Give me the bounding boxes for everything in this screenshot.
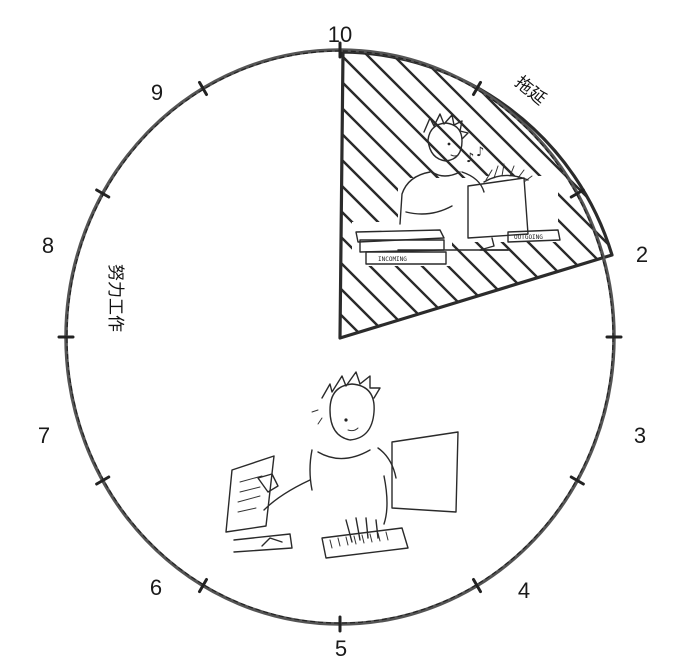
hour-label-8: 8	[42, 233, 54, 258]
hour-tick	[95, 188, 111, 199]
hard-work-label: 努力工作	[105, 264, 125, 332]
procrastinating-worker-illustration: ♪ ♪ INCOMING OUTGOING	[352, 113, 561, 266]
hour-label-4: 4	[518, 578, 530, 603]
hatch-line	[340, 52, 420, 338]
procrastination-slice	[338, 40, 690, 340]
hour-tick	[198, 80, 208, 97]
hour-tick	[569, 475, 585, 486]
hatch-line	[340, 52, 498, 338]
hour-label-6: 6	[150, 575, 162, 600]
hour-label-10: 10	[328, 22, 352, 47]
hatch-line	[340, 52, 524, 338]
hour-tick	[569, 188, 585, 199]
hard-working-person-illustration	[225, 371, 459, 559]
hatch-line	[340, 52, 342, 338]
hour-label-2: 2	[636, 242, 648, 267]
hatch-pattern	[340, 40, 690, 340]
hour-tick	[95, 475, 111, 486]
hatch-line	[340, 52, 472, 338]
incoming-box-label: INCOMING	[378, 256, 407, 263]
hour-label-5: 5	[335, 636, 347, 661]
hatch-line	[610, 52, 612, 338]
hour-label-3: 3	[634, 423, 646, 448]
hour-ticks	[57, 41, 623, 633]
svg-text:♪: ♪	[466, 151, 474, 166]
hour-tick	[472, 577, 482, 594]
hour-tick	[472, 80, 482, 97]
hatch-line	[664, 40, 690, 340]
hour-label-9: 9	[151, 80, 163, 105]
procrastination-label: 拖延	[511, 73, 550, 110]
svg-text:♪: ♪	[476, 145, 484, 160]
hour-label-7: 7	[38, 423, 50, 448]
hour-tick	[198, 577, 208, 594]
hatch-line	[584, 52, 612, 338]
hatch-line	[638, 40, 690, 340]
hatch-line	[340, 52, 446, 338]
outgoing-box-label: OUTGOING	[514, 234, 543, 241]
